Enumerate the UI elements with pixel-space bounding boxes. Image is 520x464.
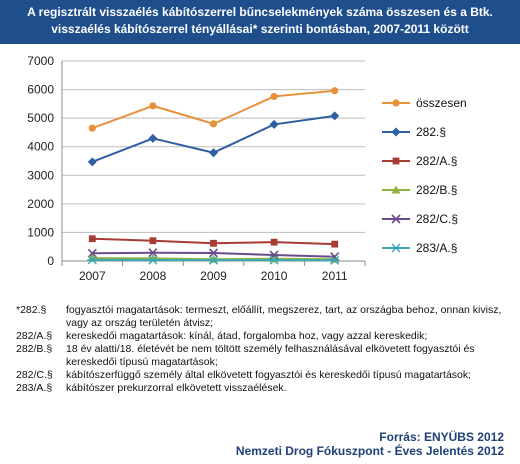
- footnotes: *282.§ fogyasztói magatartások: termeszt…: [16, 304, 516, 395]
- data-point: [331, 240, 339, 248]
- footnote-text: 18 év alatti/18. életévét be nem töltött…: [66, 343, 475, 368]
- data-point: [270, 92, 278, 101]
- footnote-code: 282/B.§: [16, 343, 53, 355]
- data-point: [209, 120, 218, 128]
- data-point: [331, 87, 339, 95]
- x-tick-label: 2010: [261, 269, 288, 283]
- y-tick-label: 1000: [27, 225, 54, 239]
- legend-label: 282.§: [416, 125, 446, 139]
- footnote-text: kábítószer prekurzorral elkövetett vissz…: [66, 382, 287, 394]
- y-tick-label: 0: [47, 254, 54, 268]
- data-point: [149, 237, 157, 245]
- x-tick-label: 2009: [200, 269, 227, 283]
- data-point: [148, 133, 158, 143]
- data-point: [330, 111, 340, 121]
- source-line-1: Forrás: ENYÜBS 2012: [379, 430, 504, 444]
- data-point: [87, 248, 97, 258]
- chart-title-line-2: visszaélés kábítószerrel tényállásai* sz…: [51, 22, 469, 36]
- data-point: [269, 255, 280, 265]
- data-point: [329, 255, 340, 265]
- y-tick-label: 6000: [27, 83, 54, 97]
- legend-marker: [391, 243, 401, 253]
- data-point: [269, 119, 279, 129]
- legend-label: 282/C.§: [416, 212, 458, 226]
- legend-label: 283/A.§: [416, 241, 457, 255]
- footnote-282c: 282/C.§ kábítószerfüggő személy által el…: [16, 369, 516, 382]
- footnote-283a: 283/A.§ kábítószer prekurzorral elkövete…: [16, 382, 516, 395]
- footnote-text: fogyasztói magatartások: termeszt, előál…: [66, 304, 502, 329]
- data-point: [88, 235, 96, 243]
- data-point: [208, 255, 219, 265]
- y-tick-label: 7000: [27, 54, 54, 68]
- data-point: [208, 248, 219, 258]
- x-tick-label: 2007: [79, 269, 106, 283]
- footnote-code: 282/A.§: [16, 330, 53, 342]
- source-line-2: Nemzeti Drog Fókuszpont - Éves Jelentés …: [235, 444, 504, 458]
- y-tick-label: 4000: [27, 140, 54, 154]
- footnote-code: 283/A.§: [16, 382, 53, 394]
- data-point: [209, 148, 218, 158]
- legend-marker: [391, 127, 401, 137]
- footnote-code: 282/C.§: [16, 369, 53, 381]
- footnote-code: *282.§: [16, 304, 47, 316]
- legend-marker: [392, 99, 400, 107]
- x-tick-label: 2008: [140, 269, 167, 283]
- data-point: [148, 248, 158, 258]
- y-tick-label: 2000: [27, 197, 54, 211]
- data-point: [210, 239, 217, 247]
- footnote-282a: 282/A.§ kereskedői magatartások: kínál, …: [16, 330, 516, 343]
- legend-label: 282/B.§: [416, 183, 457, 197]
- y-tick-label: 5000: [27, 111, 54, 125]
- x-tick-label: 2011: [322, 269, 348, 283]
- data-point: [270, 238, 278, 246]
- chart-title-line-1: A regisztrált visszaélés kábítószerrel b…: [27, 5, 493, 19]
- legend-marker: [391, 214, 401, 224]
- legend-marker: [391, 185, 401, 194]
- data-point: [87, 255, 98, 265]
- data-point: [330, 252, 340, 262]
- line-chart: 0 1000 2000 3000 4000 5000 6000 7000 2007 2008 200…: [27, 54, 467, 283]
- data-point: [88, 124, 96, 132]
- source-block: Forrás: ENYÜBS 2012 Nemzeti Drog Fókuszp…: [236, 430, 504, 458]
- footnote-282: *282.§ fogyasztói magatartások: termeszt…: [16, 304, 516, 330]
- footnote-text: kereskedői magatartások: kínál, átad, fo…: [66, 330, 428, 342]
- legend-marker: [392, 157, 400, 165]
- y-tick-label: 3000: [27, 168, 54, 182]
- footnote-282b: 282/B.§ 18 év alatti/18. életévét be nem…: [16, 343, 516, 369]
- legend-label: 282/A.§: [416, 154, 457, 168]
- data-point: [149, 102, 157, 110]
- footnote-text: kábítószerfüggő személy által elkövetett…: [66, 369, 472, 381]
- data-point: [87, 157, 97, 167]
- legend-label: összesen: [416, 96, 467, 110]
- chart-title-banner: A regisztrált visszaélés kábítószerrel b…: [0, 0, 520, 44]
- data-point: [147, 255, 158, 265]
